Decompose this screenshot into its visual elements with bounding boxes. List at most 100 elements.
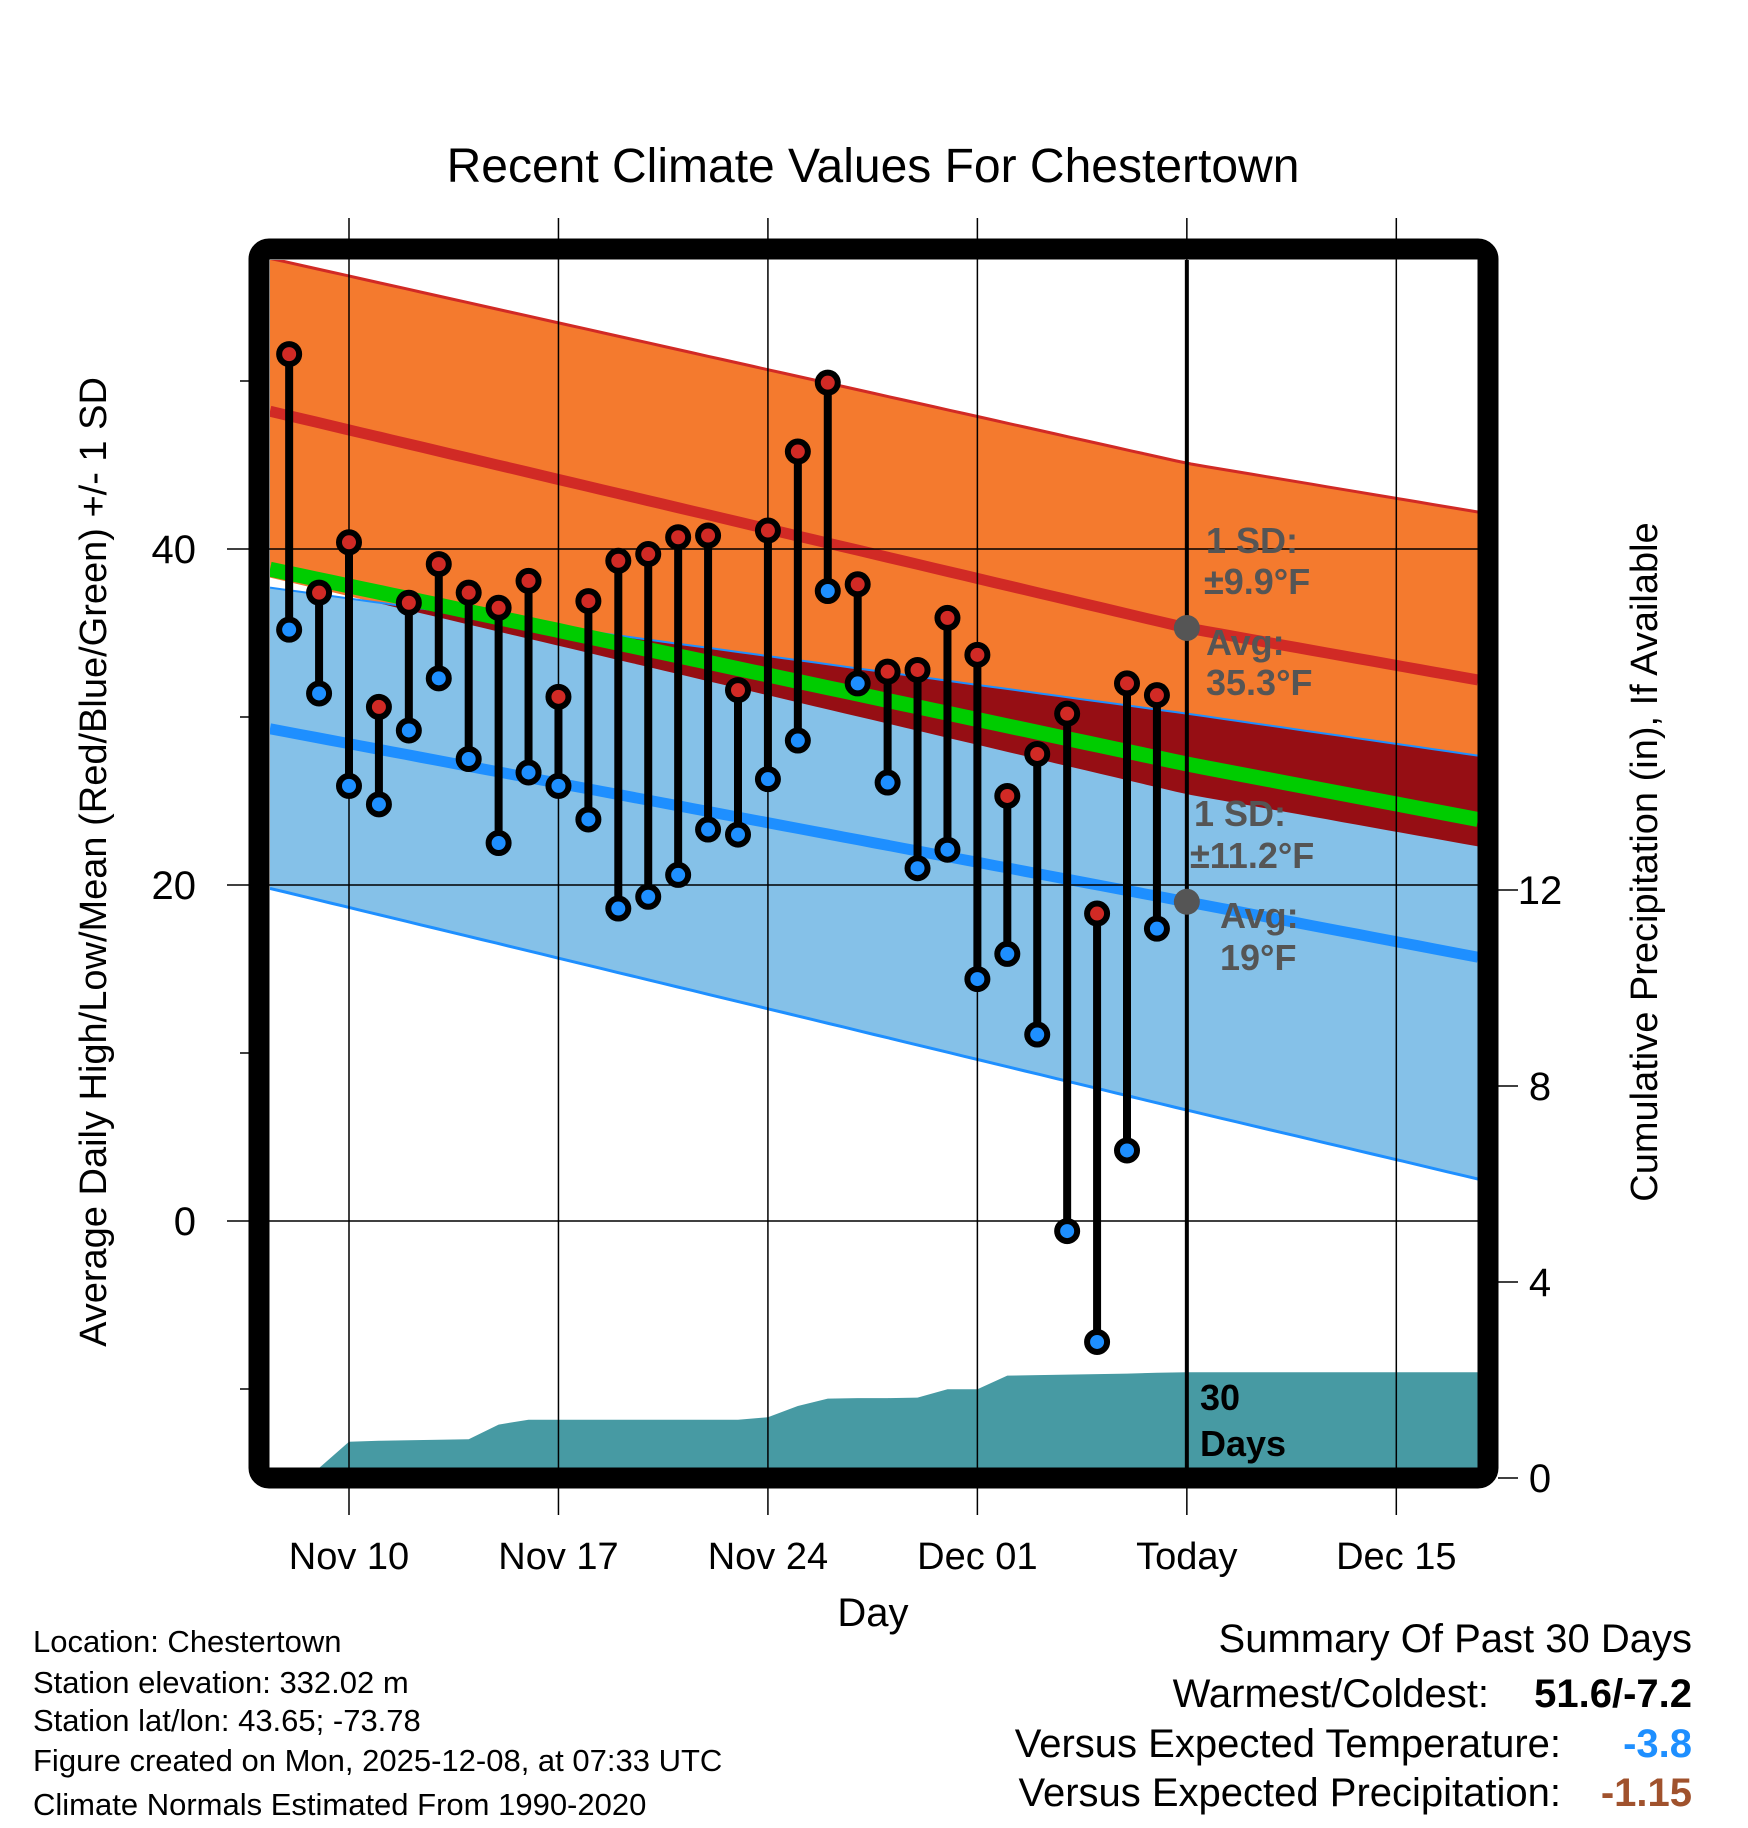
footer-normals: Climate Normals Estimated From 1990-2020: [33, 1787, 646, 1822]
daily-high-point: [1143, 682, 1170, 709]
daily-high-point: [934, 604, 961, 631]
y2-tick-label: 0: [1529, 1457, 1551, 1501]
x-tick-label: Dec 01: [917, 1536, 1037, 1578]
daily-low-point: [635, 883, 662, 910]
today-low-avg-dot: [1173, 888, 1200, 915]
low-sd-value: ±11.2°F: [1190, 835, 1314, 876]
daily-low-point: [934, 836, 961, 863]
high-sd-label: 1 SD:: [1206, 520, 1298, 561]
y-tick-label: 20: [152, 864, 197, 908]
daily-low-point: [455, 746, 482, 772]
y2-tick-label: 4: [1529, 1261, 1551, 1305]
footer-info: Location: Chestertown Station elevation:…: [33, 1624, 722, 1822]
daily-low-point: [1024, 1021, 1051, 1048]
low-lower-line: [270, 886, 1478, 1181]
daily-high-point: [665, 524, 692, 551]
x-tick-label: Today: [1136, 1536, 1237, 1578]
daily-low-point: [1114, 1137, 1141, 1164]
y2-axis-label: Cumulative Precipitation (in), If Availa…: [1624, 522, 1666, 1201]
x-tick-label: Dec 15: [1336, 1536, 1456, 1578]
footer-location: Location: Chestertown: [33, 1624, 341, 1659]
daily-high-point: [575, 588, 602, 615]
y-tick-label: 0: [174, 1200, 196, 1244]
precip-area: [270, 1372, 1478, 1468]
today-high-avg-dot: [1173, 614, 1200, 641]
daily-low-point: [425, 665, 452, 692]
daily-low-point: [365, 791, 392, 818]
daily-high-point: [365, 693, 392, 720]
daily-high-point: [455, 579, 482, 606]
daily-low-point: [485, 830, 512, 856]
x-axis-label: Day: [837, 1591, 908, 1635]
daily-low-point: [1054, 1218, 1081, 1245]
band-overlap: [270, 577, 1478, 847]
summary-temp-value: -3.8: [1623, 1722, 1692, 1766]
daily-low-point: [306, 680, 333, 707]
x-tick-label: Nov 24: [708, 1536, 828, 1578]
daily-low-point: [784, 727, 811, 754]
daily-high-point: [904, 656, 931, 683]
high-upper-line: [270, 260, 1478, 514]
daily-low-point: [724, 821, 751, 848]
daily-low-point: [814, 578, 841, 604]
daily-high-point: [425, 551, 452, 578]
period-number: 30: [1200, 1377, 1240, 1418]
summary-precip-label: Versus Expected Precipitation:: [1018, 1771, 1561, 1815]
daily-high-point: [1054, 700, 1081, 727]
daily-high-point: [395, 589, 422, 616]
daily-low-point: [904, 855, 931, 882]
daily-high-point: [276, 341, 303, 368]
daily-high-point: [724, 677, 751, 704]
daily-high-point: [754, 517, 781, 544]
daily-high-point: [605, 547, 632, 574]
daily-high-point: [814, 369, 841, 396]
daily-high-point: [844, 571, 871, 598]
plot-frame: [248, 238, 1499, 1489]
daily-low-point: [874, 769, 901, 796]
daily-high-point: [994, 782, 1021, 809]
daily-low-point: [575, 806, 602, 833]
daily-high-point: [784, 438, 811, 465]
daily-high-point: [545, 683, 572, 710]
low-sd-label: 1 SD:: [1194, 793, 1286, 834]
y2-tick-label: 8: [1529, 1065, 1551, 1109]
x-tick-label: Nov 17: [498, 1536, 618, 1578]
footer-elevation: Station elevation: 332.02 m: [33, 1665, 409, 1700]
daily-high-point: [515, 567, 542, 594]
low-avg-value: 19°F: [1220, 937, 1296, 978]
summary-warmest-value: 51.6/-7.2: [1534, 1672, 1692, 1716]
daily-high-point: [635, 541, 662, 568]
x-tick-label: Nov 10: [289, 1536, 409, 1578]
daily-high-point: [1114, 670, 1141, 697]
daily-high-point: [964, 641, 991, 668]
high-mean-line: [270, 405, 1478, 686]
daily-high-point: [306, 579, 333, 606]
low-avg-label: Avg:: [1220, 895, 1299, 936]
daily-low-point: [1084, 1328, 1111, 1355]
chart-title: Recent Climate Values For Chestertown: [447, 140, 1300, 193]
footer-created: Figure created on Mon, 2025-12-08, at 07…: [33, 1743, 722, 1778]
footer-latlon: Station lat/lon: 43.65; -73.78: [33, 1703, 421, 1738]
daily-high-point: [335, 529, 362, 556]
daily-low-point: [665, 861, 692, 888]
daily-low-point: [276, 616, 303, 643]
summary-panel: Summary Of Past 30 Days Warmest/Coldest:…: [1015, 1617, 1692, 1815]
y-tick-label: 40: [152, 528, 197, 572]
daily-low-point: [964, 966, 991, 993]
summary-temp-label: Versus Expected Temperature:: [1015, 1722, 1561, 1766]
daily-high-point: [695, 522, 722, 549]
high-avg-value: 35.3°F: [1206, 662, 1312, 703]
daily-low-point: [844, 670, 871, 697]
daily-high-point: [874, 658, 901, 685]
summary-title: Summary Of Past 30 Days: [1219, 1617, 1692, 1661]
high-sd-value: ±9.9°F: [1204, 561, 1310, 602]
summary-precip-value: -1.15: [1601, 1771, 1692, 1815]
daily-low-point: [515, 759, 542, 786]
daily-low-point: [994, 940, 1021, 967]
daily-low-point: [605, 895, 632, 922]
daily-high-point: [1084, 900, 1111, 927]
daily-low-point: [695, 816, 722, 843]
period-unit: Days: [1200, 1423, 1286, 1464]
daily-low-point: [754, 766, 781, 793]
